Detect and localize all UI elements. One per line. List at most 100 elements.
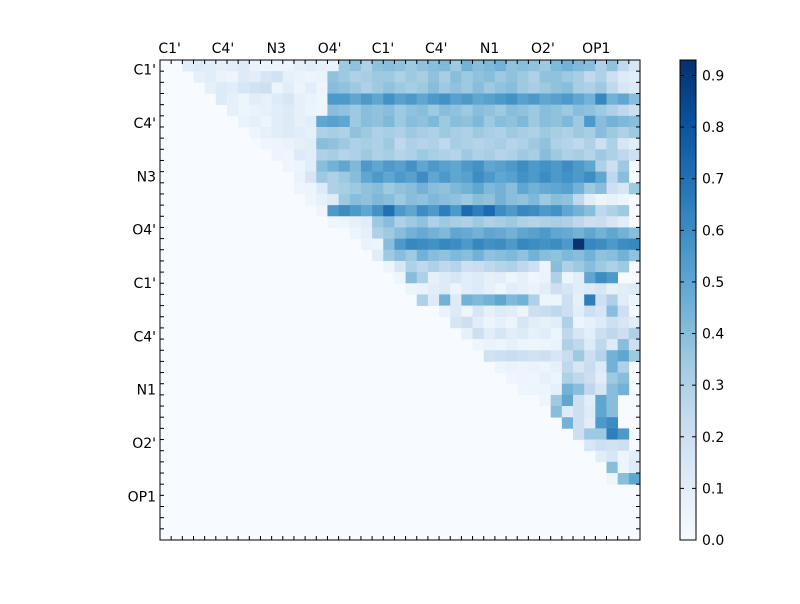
heatmap-cell: [528, 327, 540, 340]
heatmap-cell: [338, 71, 351, 83]
heatmap-cell: [450, 60, 462, 72]
heatmap-cell: [606, 71, 619, 83]
heatmap-cell: [606, 216, 619, 228]
heatmap-cell: [573, 171, 585, 184]
heatmap-cell: [383, 149, 395, 161]
heatmap-cell: [338, 149, 351, 161]
heatmap-cell: [483, 171, 496, 184]
heatmap-cell: [472, 138, 485, 150]
heatmap-cell: [249, 71, 261, 83]
heatmap-cell: [338, 126, 351, 139]
heatmap-cell: [573, 115, 585, 128]
heatmap-cell: [595, 115, 607, 128]
heatmap-cell: [305, 182, 317, 195]
heatmap-cell: [550, 339, 563, 351]
heatmap-cell: [561, 93, 574, 106]
heatmap-cell: [472, 260, 485, 273]
heatmap-cell: [483, 249, 496, 262]
heatmap-cell: [249, 82, 261, 94]
heatmap-cell: [573, 294, 585, 306]
heatmap-cell: [450, 171, 462, 184]
heatmap-cell: [517, 260, 529, 273]
heatmap-cell: [394, 205, 406, 217]
heatmap-cell: [472, 227, 485, 239]
heatmap-cell: [461, 305, 473, 318]
heatmap-cell: [427, 227, 440, 239]
heatmap-cell: [573, 138, 585, 150]
heatmap-cell: [238, 60, 250, 72]
heatmap-cell: [528, 283, 540, 295]
heatmap-cell: [539, 238, 552, 251]
heatmap-cell: [494, 205, 507, 217]
heatmap-cell: [394, 193, 406, 206]
heatmap-cell: [573, 383, 585, 396]
heatmap-cell: [215, 71, 228, 83]
heatmap-cell: [550, 305, 563, 318]
heatmap-cell: [584, 126, 596, 139]
heatmap-cell: [617, 104, 630, 117]
heatmap-cell: [439, 126, 451, 139]
heatmap-cell: [573, 406, 585, 418]
heatmap-cell: [439, 294, 451, 306]
heatmap-cell: [249, 104, 261, 117]
heatmap-cell: [595, 417, 607, 429]
heatmap-cell: [226, 93, 239, 106]
heatmap-cell: [271, 71, 284, 83]
heatmap-cell: [606, 394, 619, 407]
heatmap-cell: [595, 193, 607, 206]
heatmap-cell: [528, 272, 540, 284]
x-tick-label: N3: [267, 41, 286, 57]
heatmap-cell: [494, 272, 507, 284]
heatmap-cell: [383, 227, 395, 239]
heatmap-cell: [439, 60, 451, 72]
heatmap-cell: [561, 260, 574, 273]
heatmap-cell: [539, 149, 552, 161]
heatmap-cell: [349, 149, 362, 161]
heatmap-cell: [584, 138, 596, 150]
heatmap-cell: [561, 417, 574, 429]
heatmap-cell: [427, 205, 440, 217]
heatmap-cell: [517, 305, 529, 318]
heatmap-cell: [394, 115, 406, 128]
heatmap-cell: [416, 260, 429, 273]
heatmap-cell: [494, 216, 507, 228]
heatmap-cell: [550, 406, 563, 418]
heatmap-cell: [595, 350, 607, 362]
heatmap-cell: [584, 439, 596, 452]
heatmap-cell: [617, 294, 630, 306]
heatmap-cell: [316, 60, 328, 72]
heatmap-cell: [316, 193, 328, 206]
heatmap-cell: [472, 71, 485, 83]
heatmap-cell: [506, 260, 518, 273]
heatmap-cell: [606, 450, 619, 463]
heatmap-cell: [260, 104, 272, 117]
heatmap-cell: [193, 60, 206, 72]
heatmap-cell: [472, 160, 485, 172]
heatmap-cell: [416, 115, 429, 128]
heatmap-cell: [372, 104, 384, 117]
heatmap-cell: [461, 82, 473, 94]
heatmap-cell: [338, 138, 351, 150]
heatmap-cell: [416, 60, 429, 72]
heatmap-cell: [617, 361, 630, 373]
heatmap-cell: [517, 216, 529, 228]
heatmap-cell: [383, 126, 395, 139]
heatmap-cell: [573, 372, 585, 385]
heatmap-cell: [349, 205, 362, 217]
heatmap-cell: [550, 171, 563, 184]
heatmap-cell: [383, 138, 395, 150]
heatmap-cell: [416, 71, 429, 83]
heatmap-cell: [427, 238, 440, 251]
heatmap-cell: [539, 193, 552, 206]
heatmap-cell: [427, 294, 440, 306]
heatmap-cell: [293, 126, 306, 139]
heatmap-cell: [561, 316, 574, 329]
heatmap-cell: [606, 350, 619, 362]
heatmap-cell: [271, 149, 284, 161]
heatmap-cell: [506, 126, 518, 139]
axis-ticks: [159, 59, 641, 541]
heatmap-cell: [550, 383, 563, 396]
heatmap-cell: [517, 71, 529, 83]
heatmap-cell: [606, 339, 619, 351]
heatmap-cell: [606, 182, 619, 195]
